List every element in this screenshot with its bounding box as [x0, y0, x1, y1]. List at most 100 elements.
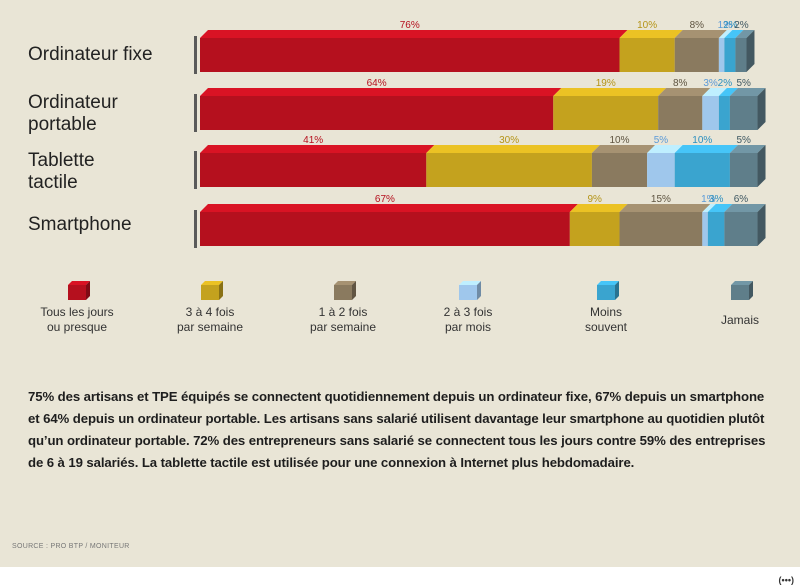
bar-segment	[702, 212, 708, 246]
bar-segment-top	[729, 88, 766, 96]
bar-segment-top	[718, 30, 733, 38]
legend-swatch	[459, 285, 477, 300]
bar-segment-top	[707, 204, 733, 212]
legend-swatch-side	[615, 281, 619, 300]
data-label: 2%	[734, 20, 749, 31]
bar-segment	[735, 38, 747, 72]
bar-segment-top	[724, 30, 744, 38]
bar-segment-top	[658, 88, 711, 96]
bar-segment	[718, 38, 725, 72]
bar-segment	[674, 38, 719, 72]
continuation-mark: (•••)	[778, 575, 794, 585]
data-label: 5%	[654, 135, 669, 146]
legend-swatch-top	[459, 281, 481, 285]
data-label: 10%	[610, 135, 630, 146]
legend-label: 1 à 2 fois par semaine	[309, 305, 377, 334]
bar-segment-top	[674, 30, 727, 38]
category-label: Smartphone	[28, 214, 132, 235]
bar-segment	[724, 38, 736, 72]
data-label: 64%	[367, 78, 387, 89]
bar-segment-top	[200, 204, 578, 212]
bar-segment	[702, 96, 719, 130]
data-label: 10%	[692, 135, 712, 146]
legend-label: Jamais	[720, 313, 759, 327]
legend-swatch-side	[352, 281, 356, 300]
legend-label: 3 à 4 fois par semaine	[176, 305, 244, 334]
bar-group: 76% 10% 8% 1%2%2%	[194, 20, 755, 74]
axis-stub	[194, 151, 197, 189]
bar-segment-side	[757, 204, 766, 246]
axis-stub	[194, 94, 197, 132]
legend-swatch-top	[334, 281, 356, 285]
legend-item	[731, 281, 753, 300]
bar-group: 67% 9% 15% 1%3% 6%	[194, 194, 766, 248]
legend-item	[597, 281, 619, 300]
legend-item	[201, 281, 223, 300]
bar-segment	[729, 153, 758, 187]
data-label: 19%	[596, 78, 616, 89]
axis-stub	[194, 210, 197, 248]
bar-segment-top	[674, 145, 738, 153]
axis-stub	[194, 36, 197, 74]
bar-segment-top	[724, 204, 766, 212]
legend-label: Tous les jours ou presque	[40, 305, 114, 334]
category-label: Ordinateur portable	[28, 92, 118, 135]
legend-swatch-top	[68, 281, 90, 285]
bar-segment	[200, 96, 554, 130]
data-label: 15%	[651, 194, 671, 205]
bar-segment-top	[426, 145, 600, 153]
legend-swatch-side	[477, 281, 481, 300]
bar-segment-top	[702, 204, 716, 212]
data-label: 3%	[703, 78, 718, 89]
bar-segment	[724, 212, 758, 246]
chart-panel: 76% 10% 8% 1% 2% 2% 64% 19% 8% 3% 2% 5% 41% 30% 10% 5% 1…	[0, 0, 800, 567]
data-label: 5%	[736, 78, 751, 89]
legend-swatch-top	[201, 281, 223, 285]
bar-segment	[591, 153, 648, 187]
bar-segment	[200, 38, 620, 72]
legend-item	[334, 281, 356, 300]
data-label: 41%	[303, 135, 323, 146]
legend-label: Moins souvent	[584, 305, 628, 334]
data-label: 5%	[736, 135, 751, 146]
data-label: 2%	[718, 78, 733, 89]
bar-segment-top	[647, 145, 683, 153]
bar-segment-top	[200, 88, 562, 96]
bar-segment	[707, 212, 725, 246]
category-label: Ordinateur fixe	[28, 44, 153, 65]
data-label: 9%	[587, 194, 602, 205]
bar-segment-top	[569, 204, 628, 212]
legend-swatch	[68, 285, 86, 300]
bar-segment-top	[553, 88, 667, 96]
bar-segment	[619, 38, 675, 72]
data-label: 3%	[709, 194, 724, 205]
bar-segment	[619, 212, 703, 246]
bar-segment	[658, 96, 703, 130]
bar-segment-side	[757, 88, 766, 130]
bar-segment	[647, 153, 675, 187]
legend-swatch-side	[86, 281, 90, 300]
bar-segment-top	[718, 88, 738, 96]
data-label: 1%	[718, 20, 733, 31]
bar-segment	[729, 96, 758, 130]
data-label: 6%	[734, 194, 749, 205]
bar-group: 41% 30% 10% 5% 10% 5%	[194, 135, 766, 189]
bar-segment-side	[746, 30, 755, 72]
legend-swatch-side	[749, 281, 753, 300]
data-label: 76%	[400, 20, 420, 31]
bar-segment-top	[619, 204, 711, 212]
category-label: Tablette tactile	[28, 150, 95, 193]
legend-swatch	[334, 285, 352, 300]
bar-segment-top	[702, 88, 727, 96]
data-label: 10%	[637, 20, 657, 31]
bar-segment-top	[200, 145, 435, 153]
legend-swatch	[597, 285, 615, 300]
bar-segment-top	[591, 145, 656, 153]
legend-swatch	[731, 285, 749, 300]
bar-segment	[674, 153, 730, 187]
legend-item	[68, 281, 90, 300]
data-label: 8%	[673, 78, 688, 89]
bar-segment-top	[619, 30, 683, 38]
bar-segment-top	[735, 30, 755, 38]
legend-swatch-side	[219, 281, 223, 300]
